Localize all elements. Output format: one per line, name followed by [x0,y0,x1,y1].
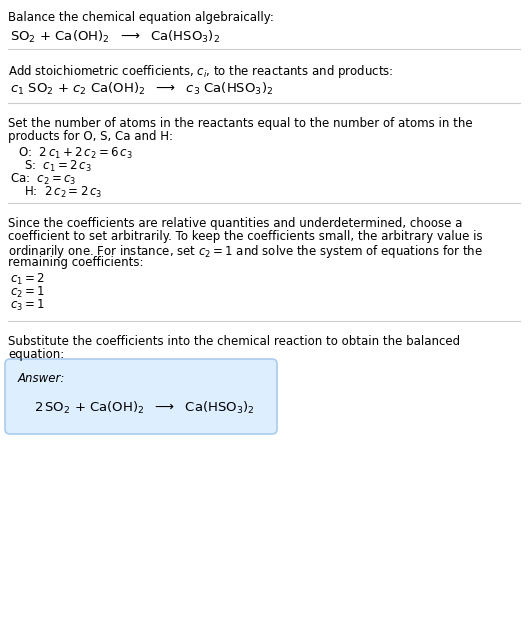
Text: ordinarily one. For instance, set $c_2 = 1$ and solve the system of equations fo: ordinarily one. For instance, set $c_2 =… [8,243,483,260]
Text: Answer:: Answer: [18,372,65,385]
Text: Since the coefficients are relative quantities and underdetermined, choose a: Since the coefficients are relative quan… [8,217,463,230]
Text: O:  $2\,c_1 + 2\,c_2 = 6\,c_3$: O: $2\,c_1 + 2\,c_2 = 6\,c_3$ [18,146,133,161]
Text: Balance the chemical equation algebraically:: Balance the chemical equation algebraica… [8,11,274,24]
Text: $\mathregular{SO_2}$ + Ca(OH)$\mathregular{_2}$  $\longrightarrow$  Ca(HSO$\math: $\mathregular{SO_2}$ + Ca(OH)$\mathregul… [10,29,220,45]
Text: Ca:  $c_2 = c_3$: Ca: $c_2 = c_3$ [10,172,76,187]
Text: Set the number of atoms in the reactants equal to the number of atoms in the: Set the number of atoms in the reactants… [8,117,473,130]
Text: H:  $2\,c_2 = 2\,c_3$: H: $2\,c_2 = 2\,c_3$ [24,185,102,200]
Text: Add stoichiometric coefficients, $c_i$, to the reactants and products:: Add stoichiometric coefficients, $c_i$, … [8,63,393,80]
Text: $2\,\mathrm{SO_2}$ + Ca(OH)$_2$  $\longrightarrow$  Ca(HSO$_3$)$_2$: $2\,\mathrm{SO_2}$ + Ca(OH)$_2$ $\longri… [34,400,254,416]
Text: S:  $c_1 = 2\,c_3$: S: $c_1 = 2\,c_3$ [24,159,92,174]
Text: equation:: equation: [8,348,64,361]
Text: $c_1 = 2$: $c_1 = 2$ [10,272,45,287]
Text: remaining coefficients:: remaining coefficients: [8,256,144,269]
Text: coefficient to set arbitrarily. To keep the coefficients small, the arbitrary va: coefficient to set arbitrarily. To keep … [8,230,483,243]
Text: Substitute the coefficients into the chemical reaction to obtain the balanced: Substitute the coefficients into the che… [8,335,460,348]
Text: $c_2 = 1$: $c_2 = 1$ [10,285,45,300]
Text: products for O, S, Ca and H:: products for O, S, Ca and H: [8,130,173,143]
Text: $c_3 = 1$: $c_3 = 1$ [10,298,45,313]
Text: $c_1$ SO$_2$ + $c_2$ Ca(OH)$_2$  $\longrightarrow$  $c_3$ Ca(HSO$_3$)$_2$: $c_1$ SO$_2$ + $c_2$ Ca(OH)$_2$ $\longri… [10,81,274,97]
FancyBboxPatch shape [5,359,277,434]
